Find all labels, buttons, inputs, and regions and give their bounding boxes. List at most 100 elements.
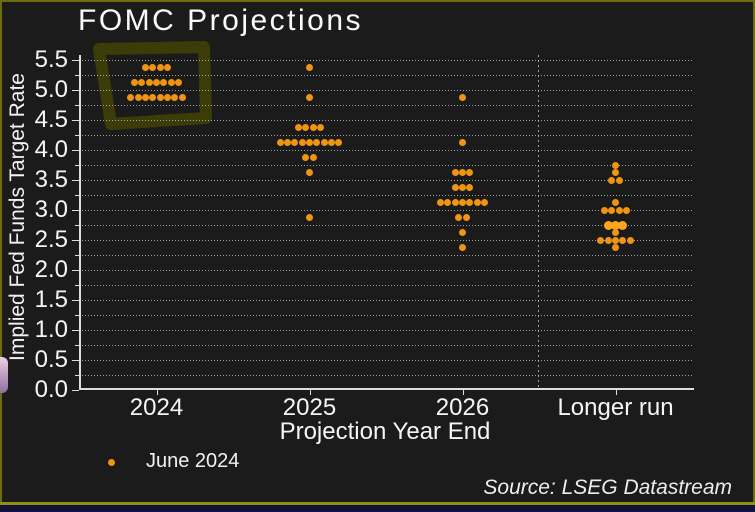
gridline (82, 344, 692, 346)
y-tick-mark (72, 180, 79, 181)
y-tick-mark (75, 225, 79, 226)
y-tick-mark (75, 375, 79, 376)
projection-dot (466, 184, 474, 191)
projection-dot (615, 176, 623, 184)
projection-dot (608, 206, 616, 214)
y-tick-mark (75, 315, 79, 316)
y-axis-line (79, 55, 81, 390)
y-tick-label: 3.0 (34, 196, 68, 223)
projection-dot (306, 169, 313, 176)
projection-dot (608, 176, 616, 184)
projection-dot (302, 124, 310, 131)
y-tick-mark (72, 390, 79, 391)
projection-dot (473, 199, 481, 206)
y-tick-mark (75, 285, 79, 286)
x-tick-mark (156, 389, 158, 395)
y-tick-mark (75, 165, 79, 166)
projection-dot (141, 94, 149, 101)
window-bottom-accent-line (0, 502, 755, 505)
y-tick-label: 4.0 (34, 136, 68, 163)
projection-dot (164, 64, 172, 71)
projection-dot (612, 169, 619, 176)
gridline (82, 359, 692, 361)
projection-dot (459, 229, 466, 236)
projection-dot (623, 206, 631, 214)
y-tick-mark (75, 255, 79, 256)
x-tick-mark (309, 389, 311, 395)
gridline (82, 224, 692, 226)
x-tick-label: 2025 (282, 394, 337, 421)
projection-dot (335, 139, 343, 146)
y-tick-mark (72, 360, 79, 361)
projection-dot (459, 244, 466, 251)
chart-title: FOMC Projections (78, 4, 364, 37)
legend-dot-icon (108, 459, 115, 466)
y-tick-mark (72, 120, 79, 121)
projection-dot (276, 139, 284, 146)
projection-dot (306, 139, 313, 146)
y-tick-label: 1.0 (34, 316, 68, 343)
projection-dot (451, 184, 459, 191)
projection-dot (313, 139, 321, 146)
y-tick-mark (75, 195, 79, 196)
projection-dot (466, 199, 474, 206)
projection-dot (160, 79, 168, 86)
y-tick-mark (72, 300, 79, 301)
projection-dot (604, 236, 612, 244)
projection-dot (153, 79, 160, 86)
projection-dot (455, 214, 463, 221)
gridline (82, 164, 692, 166)
source-note: Source: LSEG Datastream (483, 476, 732, 499)
gridline (82, 254, 692, 256)
projection-dot (459, 94, 466, 101)
gridline (82, 314, 692, 316)
projection-dot (306, 94, 313, 101)
projection-dot (466, 169, 474, 176)
gridline (82, 269, 692, 271)
y-axis-title: Implied Fed Funds Target Rate (6, 73, 29, 361)
projection-dot (459, 169, 466, 176)
projection-dot (328, 139, 336, 146)
window-bottom-bar (0, 505, 755, 512)
y-tick-label: 0.0 (34, 376, 68, 403)
screen-edge-artifact (0, 357, 8, 393)
y-tick-label: 4.5 (34, 106, 68, 133)
projection-dot (141, 64, 149, 71)
projection-dot (612, 199, 619, 206)
projection-dot (603, 220, 613, 230)
y-tick-mark (75, 105, 79, 106)
y-tick-label: 3.5 (34, 166, 68, 193)
projection-dot (462, 214, 470, 221)
x-tick-mark (462, 389, 464, 395)
projection-dot (451, 199, 459, 206)
projection-dot (134, 94, 142, 101)
projection-dot (317, 124, 325, 131)
projection-dot (138, 79, 146, 86)
projection-dot (600, 206, 608, 214)
projection-dot (291, 139, 299, 146)
gridline (82, 59, 692, 61)
y-tick-mark (72, 90, 79, 91)
projection-dot (436, 199, 444, 206)
y-tick-mark (75, 75, 79, 76)
projection-dot (130, 79, 138, 86)
y-tick-mark (72, 330, 79, 331)
longer-run-separator-line (538, 55, 539, 389)
projection-dot (615, 206, 623, 214)
projection-dot (444, 199, 452, 206)
gridline (82, 374, 692, 376)
y-tick-mark (75, 135, 79, 136)
projection-dot (612, 236, 619, 244)
gridline (82, 194, 692, 196)
gridline (82, 284, 692, 286)
x-axis-line (79, 388, 694, 390)
y-tick-mark (72, 270, 79, 271)
y-tick-mark (72, 240, 79, 241)
projection-dot (459, 139, 466, 146)
y-tick-label: 5.5 (34, 46, 68, 73)
gridline (82, 179, 692, 181)
projection-dot (320, 139, 328, 146)
